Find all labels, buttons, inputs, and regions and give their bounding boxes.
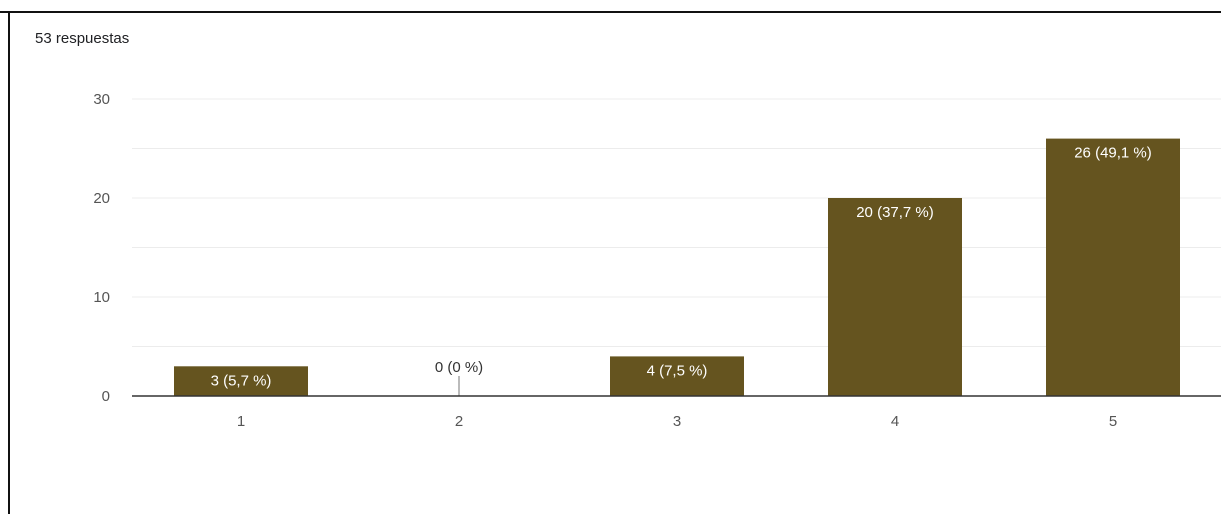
bar (1046, 138, 1180, 396)
bar-data-label: 26 (49,1 %) (1074, 145, 1152, 162)
x-tick-label: 3 (673, 413, 681, 430)
x-tick-label: 4 (891, 413, 899, 430)
y-tick-label: 30 (93, 91, 110, 108)
bar-data-label: 3 (5,7 %) (211, 372, 272, 389)
response-count: 53 respuestas (35, 30, 130, 47)
y-tick-label: 20 (93, 190, 110, 207)
x-tick-label: 1 (237, 413, 245, 430)
y-tick-label: 10 (93, 289, 110, 306)
bar-data-label: 20 (37,7 %) (856, 204, 934, 221)
left-border (8, 11, 10, 514)
bar-data-label: 0 (0 %) (435, 359, 483, 376)
bar-data-label: 4 (7,5 %) (647, 362, 708, 379)
top-border (0, 11, 1221, 13)
x-tick-label: 2 (455, 413, 463, 430)
y-tick-label: 0 (102, 388, 110, 405)
bar (174, 366, 308, 396)
x-tick-label: 5 (1109, 413, 1117, 430)
bar (610, 356, 744, 396)
bar (828, 198, 962, 396)
